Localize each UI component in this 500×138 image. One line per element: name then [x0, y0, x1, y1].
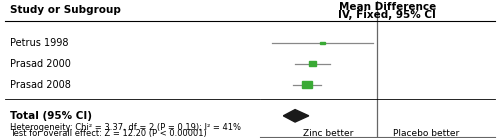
Bar — [320, 42, 324, 44]
Text: Prasad 2008: Prasad 2008 — [10, 80, 71, 90]
Polygon shape — [284, 110, 309, 122]
Bar — [302, 81, 312, 88]
Text: Test for overall effect: Z = 12.20 (P < 0.00001): Test for overall effect: Z = 12.20 (P < … — [10, 129, 207, 138]
Text: Heterogeneity: Chi² = 3.37, df = 2 (P = 0.19); I² = 41%: Heterogeneity: Chi² = 3.37, df = 2 (P = … — [10, 123, 241, 132]
Bar — [310, 61, 316, 66]
Text: Petrus 1998: Petrus 1998 — [10, 38, 68, 48]
Text: IV, Fixed, 95% CI: IV, Fixed, 95% CI — [338, 10, 436, 20]
Text: Study or Subgroup: Study or Subgroup — [10, 5, 121, 15]
Text: Prasad 2000: Prasad 2000 — [10, 59, 71, 69]
Text: Mean Difference: Mean Difference — [338, 2, 436, 12]
Text: Placebo better: Placebo better — [394, 129, 460, 138]
Text: Total (95% CI): Total (95% CI) — [10, 111, 92, 121]
Text: Zinc better: Zinc better — [303, 129, 354, 138]
